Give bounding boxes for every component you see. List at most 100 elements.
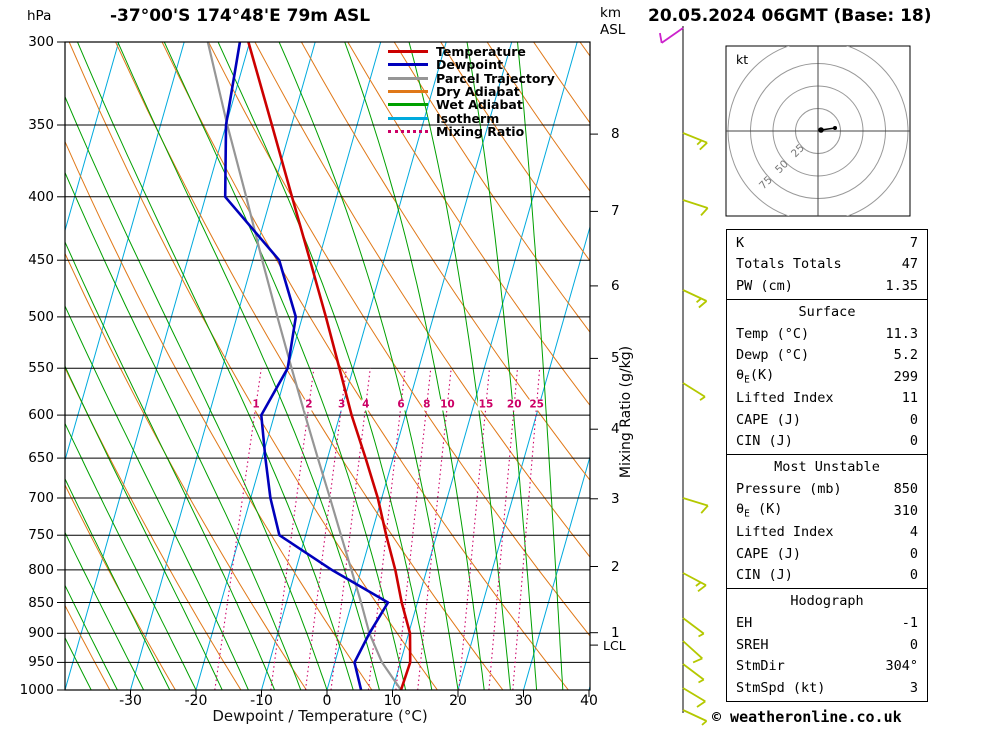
table-row-value: 0 xyxy=(909,411,918,428)
table-row: StmDir 304° xyxy=(727,656,927,678)
table-row-value: 7 xyxy=(909,234,918,251)
table-row-label: CIN (J) xyxy=(736,433,793,450)
table-row-value: 0 xyxy=(909,567,918,584)
table-row: PW (cm) 1.35 xyxy=(727,275,927,297)
legend-label: Wet Adiabat xyxy=(436,97,523,113)
datetime-title: 20.05.2024 06GMT (Base: 18) xyxy=(648,6,932,26)
pressure-tick-label: 350 xyxy=(28,116,54,133)
km-tick-label: 3 xyxy=(611,490,620,507)
pressure-tick-label: 550 xyxy=(28,360,54,377)
wind-barb xyxy=(682,663,705,684)
table-section-header: Most Unstable xyxy=(774,459,880,475)
table-row-label: Lifted Index xyxy=(736,390,834,407)
wind-barb xyxy=(682,497,709,514)
table-row: StmSpd (kt) 3 xyxy=(727,677,927,699)
table-row-value: 310 xyxy=(893,502,918,519)
table-section: Hodograph EH -1 SREH 0 StmDir 304° StmSpd (kt) 3 xyxy=(726,588,928,702)
pressure-tick-label: 600 xyxy=(28,407,54,424)
pressure-tick-label: 800 xyxy=(28,561,54,578)
km-tick-label: 4 xyxy=(611,421,620,438)
legend-label: Parcel Trajectory xyxy=(436,70,555,86)
table-row-label: Pressure (mb) xyxy=(736,481,842,498)
table-row-value: 3 xyxy=(909,679,918,696)
mixing-ratio-value: 20 xyxy=(505,398,523,411)
sounding-curves xyxy=(206,42,412,690)
table-row: CIN (J) 0 xyxy=(727,565,927,587)
pressure-tick-label: 750 xyxy=(28,527,54,544)
legend-line-swatch xyxy=(388,103,428,107)
table-row-value: 11 xyxy=(901,390,918,407)
table-row-label: CIN (J) xyxy=(736,567,793,584)
table-row-value: 47 xyxy=(901,256,918,273)
legend-label: Temperature xyxy=(436,44,526,60)
table-row: EH -1 xyxy=(727,613,927,635)
wind-barb xyxy=(659,27,684,44)
table-row: Dewp (°C) 5.2 xyxy=(727,345,927,367)
temp-tick-label: 0 xyxy=(322,693,332,709)
km-tick-label: 2 xyxy=(611,558,620,575)
table-row-value: -1 xyxy=(901,615,918,632)
pressure-tick-label: 650 xyxy=(28,450,54,467)
legend-item: Parcel Trajectory xyxy=(388,72,555,85)
pressure-tick-label: 400 xyxy=(28,188,54,205)
table-row: Temp (°C) 11.3 xyxy=(727,323,927,345)
hodograph-plot xyxy=(725,45,911,217)
altitude-axis-unit: km ASL xyxy=(600,5,626,38)
km-tick-label: 7 xyxy=(611,203,620,220)
table-row-value: 850 xyxy=(893,481,918,498)
table-row: Lifted Index 4 xyxy=(727,522,927,544)
legend-item: Mixing Ratio xyxy=(388,125,555,138)
pressure-tick-label: 450 xyxy=(28,252,54,269)
table-row-label: EH xyxy=(736,615,753,632)
table-row-value: 5.2 xyxy=(893,347,918,364)
table-row-label: θE (K) xyxy=(736,501,783,521)
table-row-label: CAPE (J) xyxy=(736,411,802,428)
table-section-header: Hodograph xyxy=(790,593,864,609)
wind-barb xyxy=(682,617,705,638)
legend-label: Mixing Ratio xyxy=(436,123,525,139)
table-row: θE(K) 299 xyxy=(727,366,927,388)
table-row-value: 4 xyxy=(909,524,918,541)
km-tick-label: 6 xyxy=(611,277,620,294)
mixing-ratio-value: 1 xyxy=(251,398,261,411)
table-row-label: StmDir xyxy=(736,658,785,675)
legend-item: Temperature xyxy=(388,45,555,58)
chart-legend: Temperature Dewpoint Parcel Trajectory Dry … xyxy=(388,45,555,138)
legend-item: Dry Adiabat xyxy=(388,85,555,98)
table-section: Most Unstable Pressure (mb) 850 θE (K) 310 Li… xyxy=(726,454,928,589)
lcl-label: LCL xyxy=(603,638,626,654)
legend-line-swatch xyxy=(388,129,428,133)
copyright: © weatheronline.co.uk xyxy=(712,708,902,726)
table-row: CIN (J) 0 xyxy=(727,431,927,453)
wind-barb xyxy=(682,640,703,664)
wind-barb xyxy=(682,709,708,726)
table-row-value: 0 xyxy=(909,433,918,450)
hodograph-unit-label: kt xyxy=(736,52,749,67)
table-section: Surface Temp (°C) 11.3 Dewp (°C) 5.2 θE(K) 299… xyxy=(726,298,928,455)
pressure-tick-label: 950 xyxy=(28,654,54,671)
table-row: Totals Totals 47 xyxy=(727,254,927,276)
table-row-value: 0 xyxy=(909,545,918,562)
plot-border xyxy=(64,41,591,691)
pressure-axis-unit: hPa xyxy=(27,8,52,24)
temp-tick-label: 20 xyxy=(449,693,467,709)
legend-item: Isotherm xyxy=(388,110,555,126)
wind-barb xyxy=(682,572,707,593)
table-section: K 7 Totals Totals 47 PW (cm) 1.35 xyxy=(726,229,928,300)
temp-tick-label: 40 xyxy=(580,693,598,709)
table-row: Lifted Index 11 xyxy=(727,388,927,410)
legend-label: Isotherm xyxy=(436,110,500,126)
indices-table: K 7 Totals Totals 47 PW (cm) 1.35 Surface Temp … xyxy=(726,229,928,702)
mixing-ratio-value: 25 xyxy=(528,398,545,411)
axis-ticks xyxy=(57,41,598,697)
x-axis-title: Dewpoint / Temperature (°C) xyxy=(212,707,428,725)
table-section-header: Surface xyxy=(798,303,856,320)
table-row-label: SREH xyxy=(736,636,769,653)
mixing-ratio-value: 4 xyxy=(361,398,371,411)
table-row-label: θE(K) xyxy=(736,367,775,387)
table-row: CAPE (J) 0 xyxy=(727,543,927,565)
mixing-ratio-value: 2 xyxy=(304,398,314,411)
legend-line-swatch xyxy=(388,116,428,120)
temperature-curve xyxy=(247,42,412,690)
